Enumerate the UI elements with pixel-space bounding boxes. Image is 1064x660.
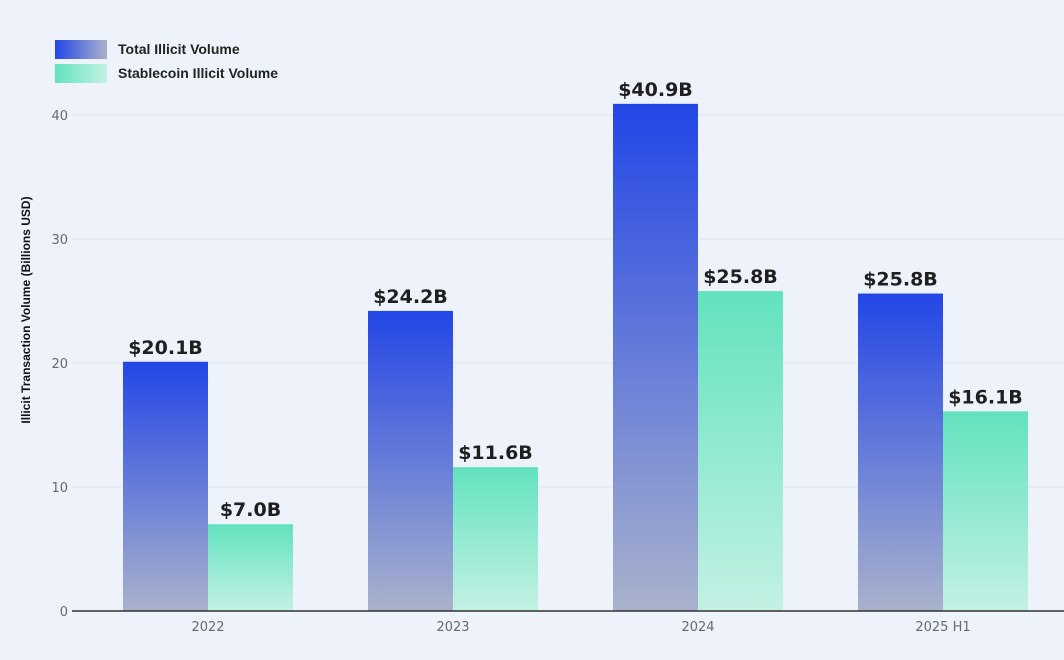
y-axis-title: Illicit Transaction Volume (Billions USD… [19,196,33,423]
x-tick-label: 2024 [681,620,714,635]
bar-stablecoin-0 [208,524,293,611]
bar-stablecoin-1 [453,467,538,611]
legend-swatch-stablecoin [55,64,107,83]
legend: Total Illicit Volume Stablecoin Illicit … [55,40,278,83]
data-label: $16.1B [948,386,1023,408]
legend-swatch-total [55,40,107,59]
y-tick-label: 30 [51,233,68,248]
data-label: $25.8B [863,269,938,291]
x-tick-label: 2023 [436,620,469,635]
data-label: $24.2B [373,286,448,308]
x-tick-label: 2025 H1 [915,620,970,635]
legend-label-stablecoin: Stablecoin Illicit Volume [118,65,278,81]
y-axis-ticks: 0 10 20 30 40 [51,109,68,620]
x-axis-ticks: 2022 2023 2024 2025 H1 [191,620,970,635]
bar-total-2 [613,103,698,611]
y-tick-label: 10 [51,481,68,496]
data-label: $20.1B [128,337,203,359]
data-label: $40.9B [618,79,693,101]
bar-total-3 [858,293,943,611]
bar-stablecoin-2 [698,291,783,611]
y-tick-label: 40 [51,109,68,124]
y-tick-label: 20 [51,357,68,372]
x-tick-label: 2022 [191,620,224,635]
data-label: $7.0B [220,499,281,521]
data-label: $11.6B [458,442,533,464]
data-label: $25.8B [703,266,778,288]
y-tick-label: 0 [60,605,68,620]
legend-label-total: Total Illicit Volume [118,41,240,57]
bar-total-0 [123,361,208,611]
bar-total-1 [368,310,453,611]
bar-stablecoin-3 [943,411,1028,611]
data-labels: $20.1B $7.0B $24.2B $11.6B $40.9B $25.8B $25.8… [128,79,1023,521]
bars [123,103,1028,611]
